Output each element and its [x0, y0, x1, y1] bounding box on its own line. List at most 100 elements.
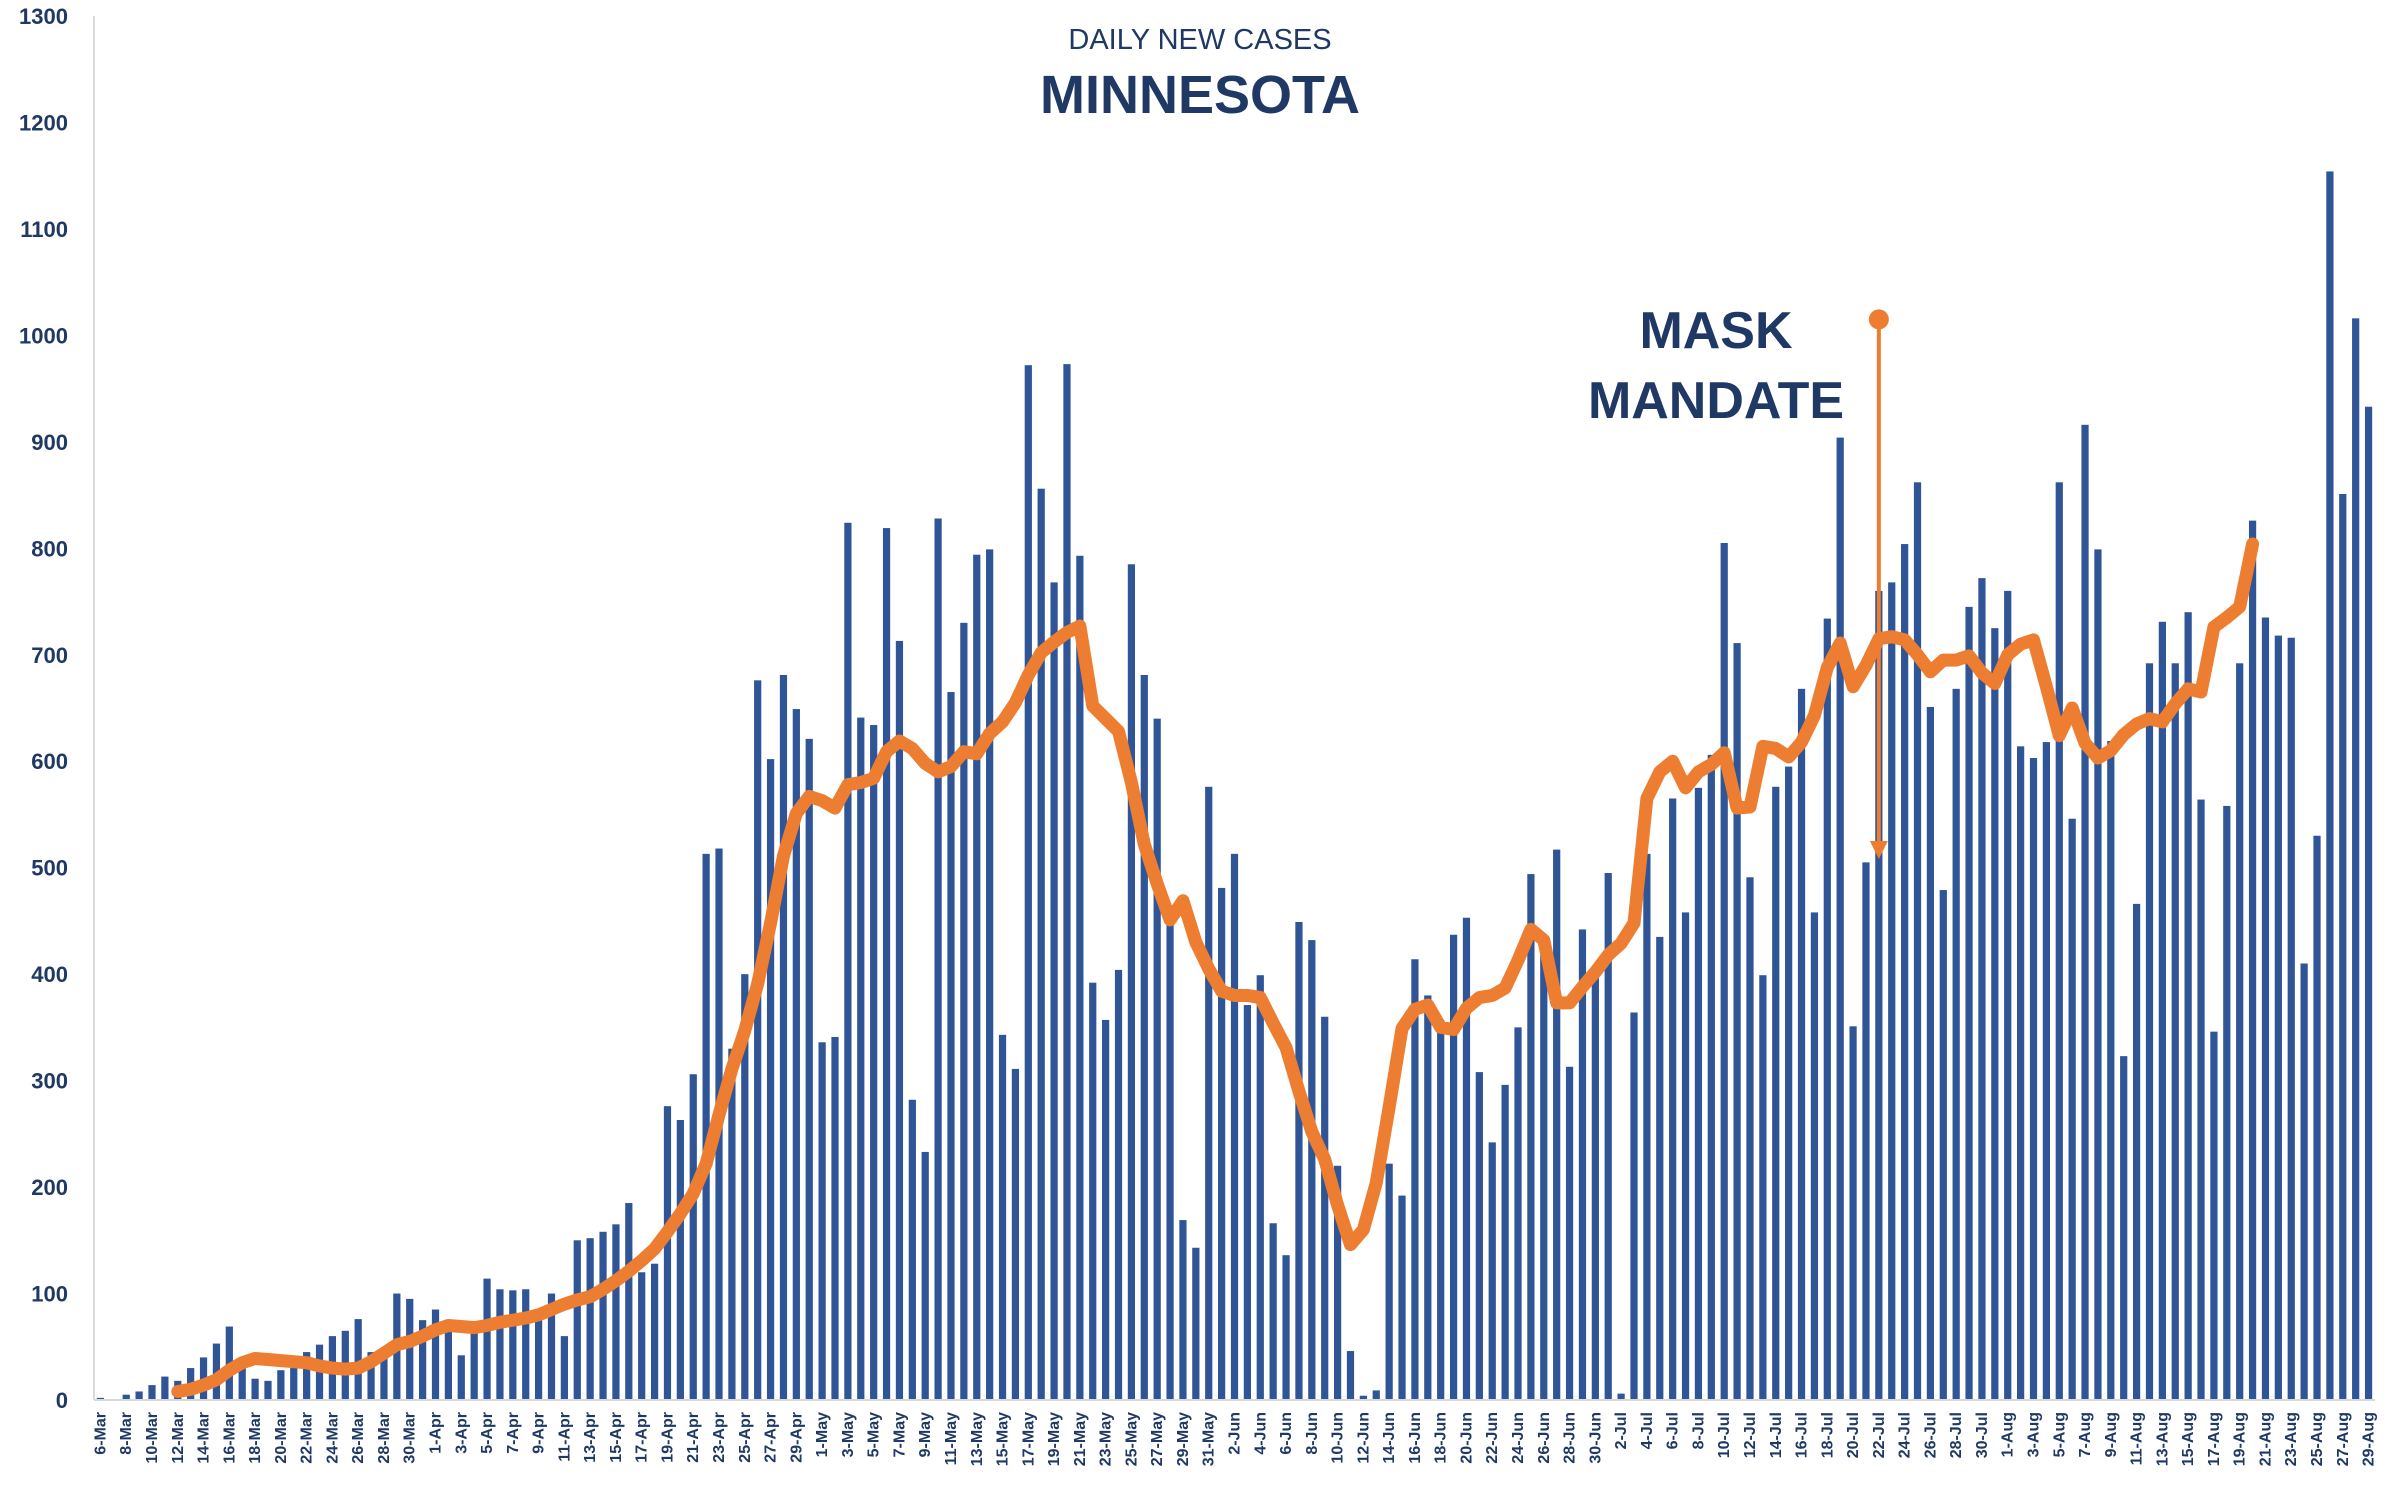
x-tick-label: 13-Aug	[2154, 1412, 2171, 1466]
y-tick-label: 500	[31, 856, 68, 881]
bar-day-98	[1359, 1395, 1367, 1400]
bar-day-96	[1333, 1165, 1342, 1400]
bar-day-115	[1578, 929, 1587, 1400]
bar-day-20	[354, 1319, 362, 1400]
bar-day-116	[1591, 973, 1599, 1400]
bar-day-86	[1205, 786, 1213, 1400]
bar-day-120	[1643, 853, 1651, 1400]
bar-day-5	[161, 1376, 169, 1400]
bar-day-170	[2287, 637, 2295, 1400]
bar-day-64	[921, 1151, 929, 1400]
bar-day-73	[1037, 488, 1045, 1400]
x-tick-label: 29-Apr	[788, 1412, 805, 1463]
x-tick-label: 14-Jun	[1381, 1412, 1398, 1464]
bar-day-56	[818, 1042, 826, 1400]
bar-day-61	[882, 528, 891, 1400]
y-tick-label: 100	[31, 1282, 68, 1307]
bar-day-104	[1437, 1019, 1445, 1400]
bar-day-92	[1282, 1255, 1290, 1400]
bar-day-31	[496, 1289, 504, 1400]
x-tick-label: 3-May	[840, 1412, 857, 1457]
x-tick-label: 19-Apr	[659, 1412, 676, 1463]
x-axis: 6-Mar 8-Mar 10-Mar 12-Mar 14-Mar 16-Mar 18-Mar…	[92, 1399, 2378, 1466]
bar-day-82	[1153, 718, 1161, 1400]
x-tick-label: 22-Jul	[1871, 1412, 1888, 1458]
bar-day-66	[947, 692, 955, 1400]
x-tick-label: 7-May	[891, 1412, 908, 1457]
bar-day-95	[1321, 1016, 1329, 1400]
x-tick-label: 16-Jun	[1407, 1412, 1424, 1464]
bar-series	[96, 171, 2373, 1401]
bar-day-149	[2017, 746, 2025, 1400]
x-tick-label: 20-Jun	[1458, 1412, 1475, 1464]
bar-day-12	[251, 1378, 259, 1400]
x-tick-label: 28-Mar	[376, 1412, 393, 1464]
x-tick-label: 4-Jul	[1639, 1412, 1656, 1449]
bar-day-111	[1527, 874, 1535, 1400]
bar-day-144	[1952, 688, 1960, 1400]
bar-day-150	[2029, 758, 2038, 1400]
y-tick-label: 300	[31, 1069, 68, 1094]
bar-day-14	[277, 1370, 285, 1400]
x-tick-label: 15-Apr	[608, 1412, 625, 1463]
x-tick-label: 24-Jun	[1510, 1412, 1527, 1464]
bar-day-145	[1965, 606, 1973, 1400]
bar-day-51	[754, 680, 762, 1400]
bar-day-176	[2364, 406, 2373, 1401]
bar-day-141	[1913, 482, 1922, 1400]
x-tick-label: 24-Mar	[324, 1412, 341, 1464]
annotation-line-1: MASK	[1639, 302, 1793, 360]
bar-day-49	[728, 1048, 736, 1400]
x-tick-label: 9-May	[917, 1412, 934, 1457]
bar-day-163	[2197, 799, 2205, 1400]
bar-day-55	[805, 738, 813, 1400]
x-tick-label: 18-Mar	[247, 1412, 264, 1464]
bar-day-114	[1565, 1066, 1574, 1400]
x-tick-label: 12-Jun	[1355, 1412, 1372, 1464]
bar-day-91	[1269, 1223, 1277, 1400]
bar-day-124	[1694, 787, 1703, 1400]
bar-day-89	[1243, 1005, 1251, 1400]
bar-day-118	[1617, 1393, 1625, 1400]
x-tick-label: 30-Mar	[402, 1412, 419, 1464]
x-tick-label: 1-May	[814, 1412, 831, 1457]
x-tick-label: 28-Jun	[1562, 1412, 1579, 1464]
bar-day-137	[1862, 862, 1870, 1400]
bar-day-85	[1192, 1247, 1200, 1400]
bar-day-67	[960, 622, 968, 1400]
bar-day-27	[444, 1325, 452, 1400]
bar-day-100	[1385, 1163, 1393, 1400]
bar-day-15	[290, 1368, 298, 1400]
bar-day-106	[1462, 917, 1471, 1400]
y-tick-label: 200	[31, 1175, 68, 1200]
x-tick-label: 30-Jun	[1587, 1412, 1604, 1464]
bar-day-110	[1514, 1027, 1522, 1400]
bar-day-139	[1888, 582, 1896, 1400]
bar-day-4	[148, 1385, 156, 1400]
bar-day-74	[1050, 582, 1058, 1400]
bar-day-162	[2184, 612, 2192, 1400]
x-tick-label: 19-May	[1046, 1412, 1063, 1466]
x-tick-label: 29-May	[1175, 1412, 1192, 1466]
x-tick-label: 11-May	[943, 1412, 960, 1465]
bar-day-29	[470, 1325, 478, 1400]
x-tick-label: 16-Mar	[221, 1412, 238, 1464]
bar-day-152	[2055, 482, 2063, 1400]
bar-day-135	[1836, 437, 1844, 1401]
bar-day-21	[367, 1352, 375, 1400]
mask-mandate-arrow-dot	[1868, 309, 1889, 330]
bar-day-88	[1230, 853, 1239, 1400]
bar-day-130	[1772, 786, 1780, 1400]
bar-day-77	[1089, 982, 1097, 1400]
x-tick-label: 25-Apr	[737, 1412, 754, 1463]
bar-day-138	[1875, 590, 1883, 1400]
bar-day-125	[1707, 754, 1715, 1400]
annotation-line-2: MANDATE	[1588, 372, 1844, 430]
bar-day-70	[998, 1034, 1007, 1400]
bar-day-45	[676, 1120, 684, 1400]
bar-day-121	[1656, 936, 1664, 1400]
bar-day-158	[2132, 903, 2141, 1400]
x-tick-label: 27-May	[1149, 1412, 1166, 1466]
average-line-series	[171, 537, 2260, 1398]
x-tick-label: 17-May	[1020, 1412, 1037, 1466]
